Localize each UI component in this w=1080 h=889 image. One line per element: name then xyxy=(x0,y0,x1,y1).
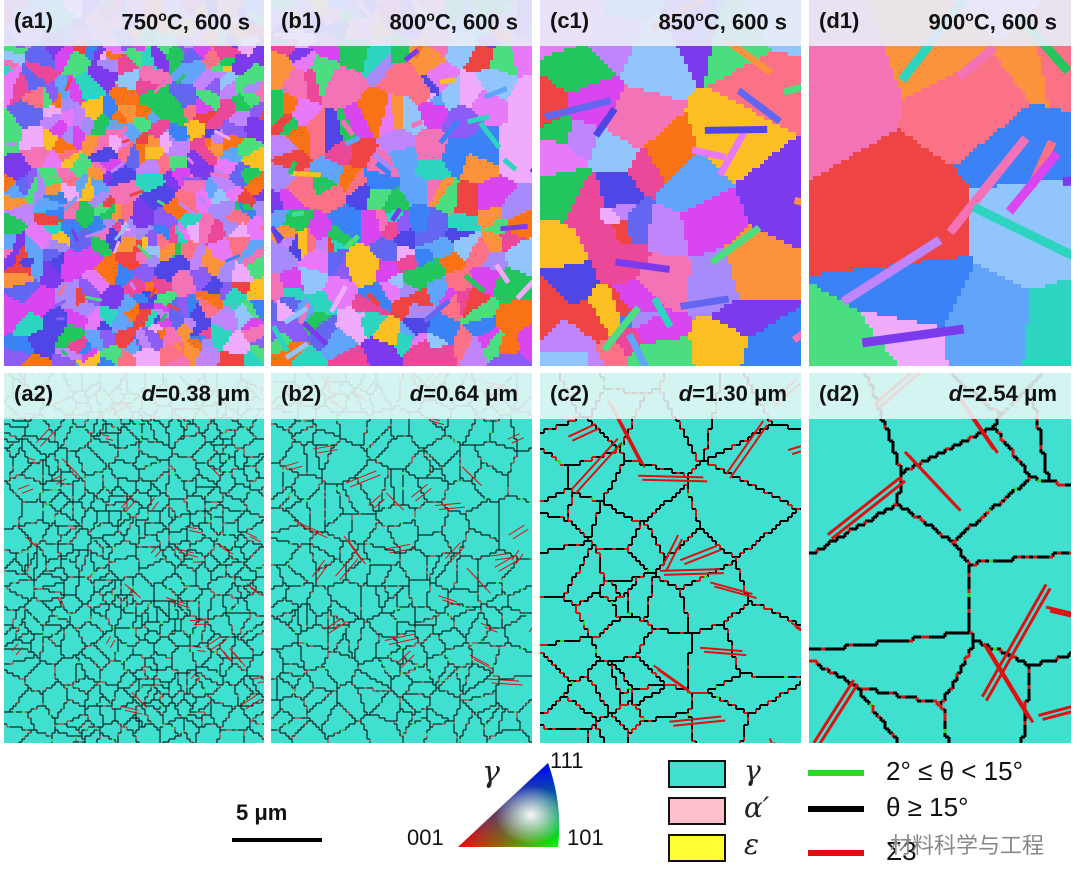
panel-header-a1: (a1) 750oC, 600 s xyxy=(4,0,264,46)
panel-b1: (b1) 800oC, 600 s xyxy=(271,0,532,366)
phase-swatch-gamma xyxy=(668,760,726,788)
panel-d1: (d1) 900oC, 600 s xyxy=(809,0,1071,366)
panel-header-d1: (d1) 900oC, 600 s xyxy=(809,0,1071,46)
boundary-map-d2 xyxy=(809,373,1071,743)
ipf-label-001: 001 xyxy=(407,825,444,850)
ipf-label-101: 101 xyxy=(567,825,604,850)
grain-size-a2: d=0.38 μm xyxy=(141,381,250,406)
panel-condition-c1: 850oC, 600 s xyxy=(658,8,787,35)
panel-condition-a1: 750oC, 600 s xyxy=(121,8,250,35)
scale-bar-line xyxy=(232,838,322,842)
phase-label-gamma: γ xyxy=(744,754,761,787)
ipf-map-c1 xyxy=(540,0,801,366)
panel-tag-d1: (d1) xyxy=(819,8,860,33)
phase-label-epsilon: ε xyxy=(744,828,760,861)
ipf-map-b1 xyxy=(271,0,532,366)
panel-header-b2: (b2) d=0.64 μm xyxy=(271,373,532,419)
panel-c1: (c1) 850oC, 600 s xyxy=(540,0,801,366)
panel-tag-d2: (d2) xyxy=(819,381,860,406)
panel-tag-b2: (b2) xyxy=(281,381,322,406)
panel-tag-c2: (c2) xyxy=(550,381,590,406)
grain-size-b2: d=0.64 μm xyxy=(409,381,518,406)
scale-bar-label: 5 μm xyxy=(236,800,288,825)
panel-tag-b1: (b1) xyxy=(281,8,322,33)
panel-header-b1: (b1) 800oC, 600 s xyxy=(271,0,532,46)
grain-size-c2: d=1.30 μm xyxy=(678,381,787,406)
boundary-map-a2 xyxy=(4,373,264,743)
panel-tag-a1: (a1) xyxy=(14,8,54,33)
watermark: 材料科学与工程 xyxy=(889,833,1044,858)
panel-tag-a2: (a2) xyxy=(14,381,54,406)
boundary-line-lagb xyxy=(808,770,864,776)
panel-header-a2: (a2) d=0.38 μm xyxy=(4,373,264,419)
panel-a1: (a1) 750oC, 600 s xyxy=(4,0,264,366)
boundary-label-lagb: 2° ≤ θ < 15° xyxy=(886,756,1023,786)
panel-header-c2: (c2) d=1.30 μm xyxy=(540,373,801,419)
boundary-line-hagb xyxy=(808,806,864,812)
panel-c2: (c2) d=1.30 μm xyxy=(540,373,801,743)
panel-condition-d1: 900oC, 600 s xyxy=(928,8,1057,35)
panel-a2: (a2) d=0.38 μm xyxy=(4,373,264,743)
phase-label-alpha-prime: α′ xyxy=(744,791,770,824)
ipf-gamma-label: γ xyxy=(482,755,500,790)
panel-condition-b1: 800oC, 600 s xyxy=(389,8,518,35)
ipf-map-a1 xyxy=(4,0,264,366)
phase-swatch-epsilon xyxy=(668,834,726,862)
ipf-map-d1 xyxy=(809,0,1071,366)
boundary-label-hagb: θ ≥ 15° xyxy=(886,792,969,822)
boundary-map-b2 xyxy=(271,373,532,743)
grain-size-d2: d=2.54 μm xyxy=(948,381,1057,406)
panel-b2: (b2) d=0.64 μm xyxy=(271,373,532,743)
ipf-label-111: 111 xyxy=(550,748,584,773)
panel-header-c1: (c1) 850oC, 600 s xyxy=(540,0,801,46)
boundary-label-twin: Σ3 xyxy=(886,836,917,866)
panel-d2: (d2) d=2.54 μm xyxy=(809,373,1071,743)
boundary-line-twin xyxy=(808,850,864,856)
phase-swatch-alpha-prime xyxy=(668,797,726,825)
ipf-triangle-icon xyxy=(458,763,560,847)
panel-tag-c1: (c1) xyxy=(550,8,590,33)
boundary-map-c2 xyxy=(540,373,801,743)
panel-header-d2: (d2) d=2.54 μm xyxy=(809,373,1071,419)
